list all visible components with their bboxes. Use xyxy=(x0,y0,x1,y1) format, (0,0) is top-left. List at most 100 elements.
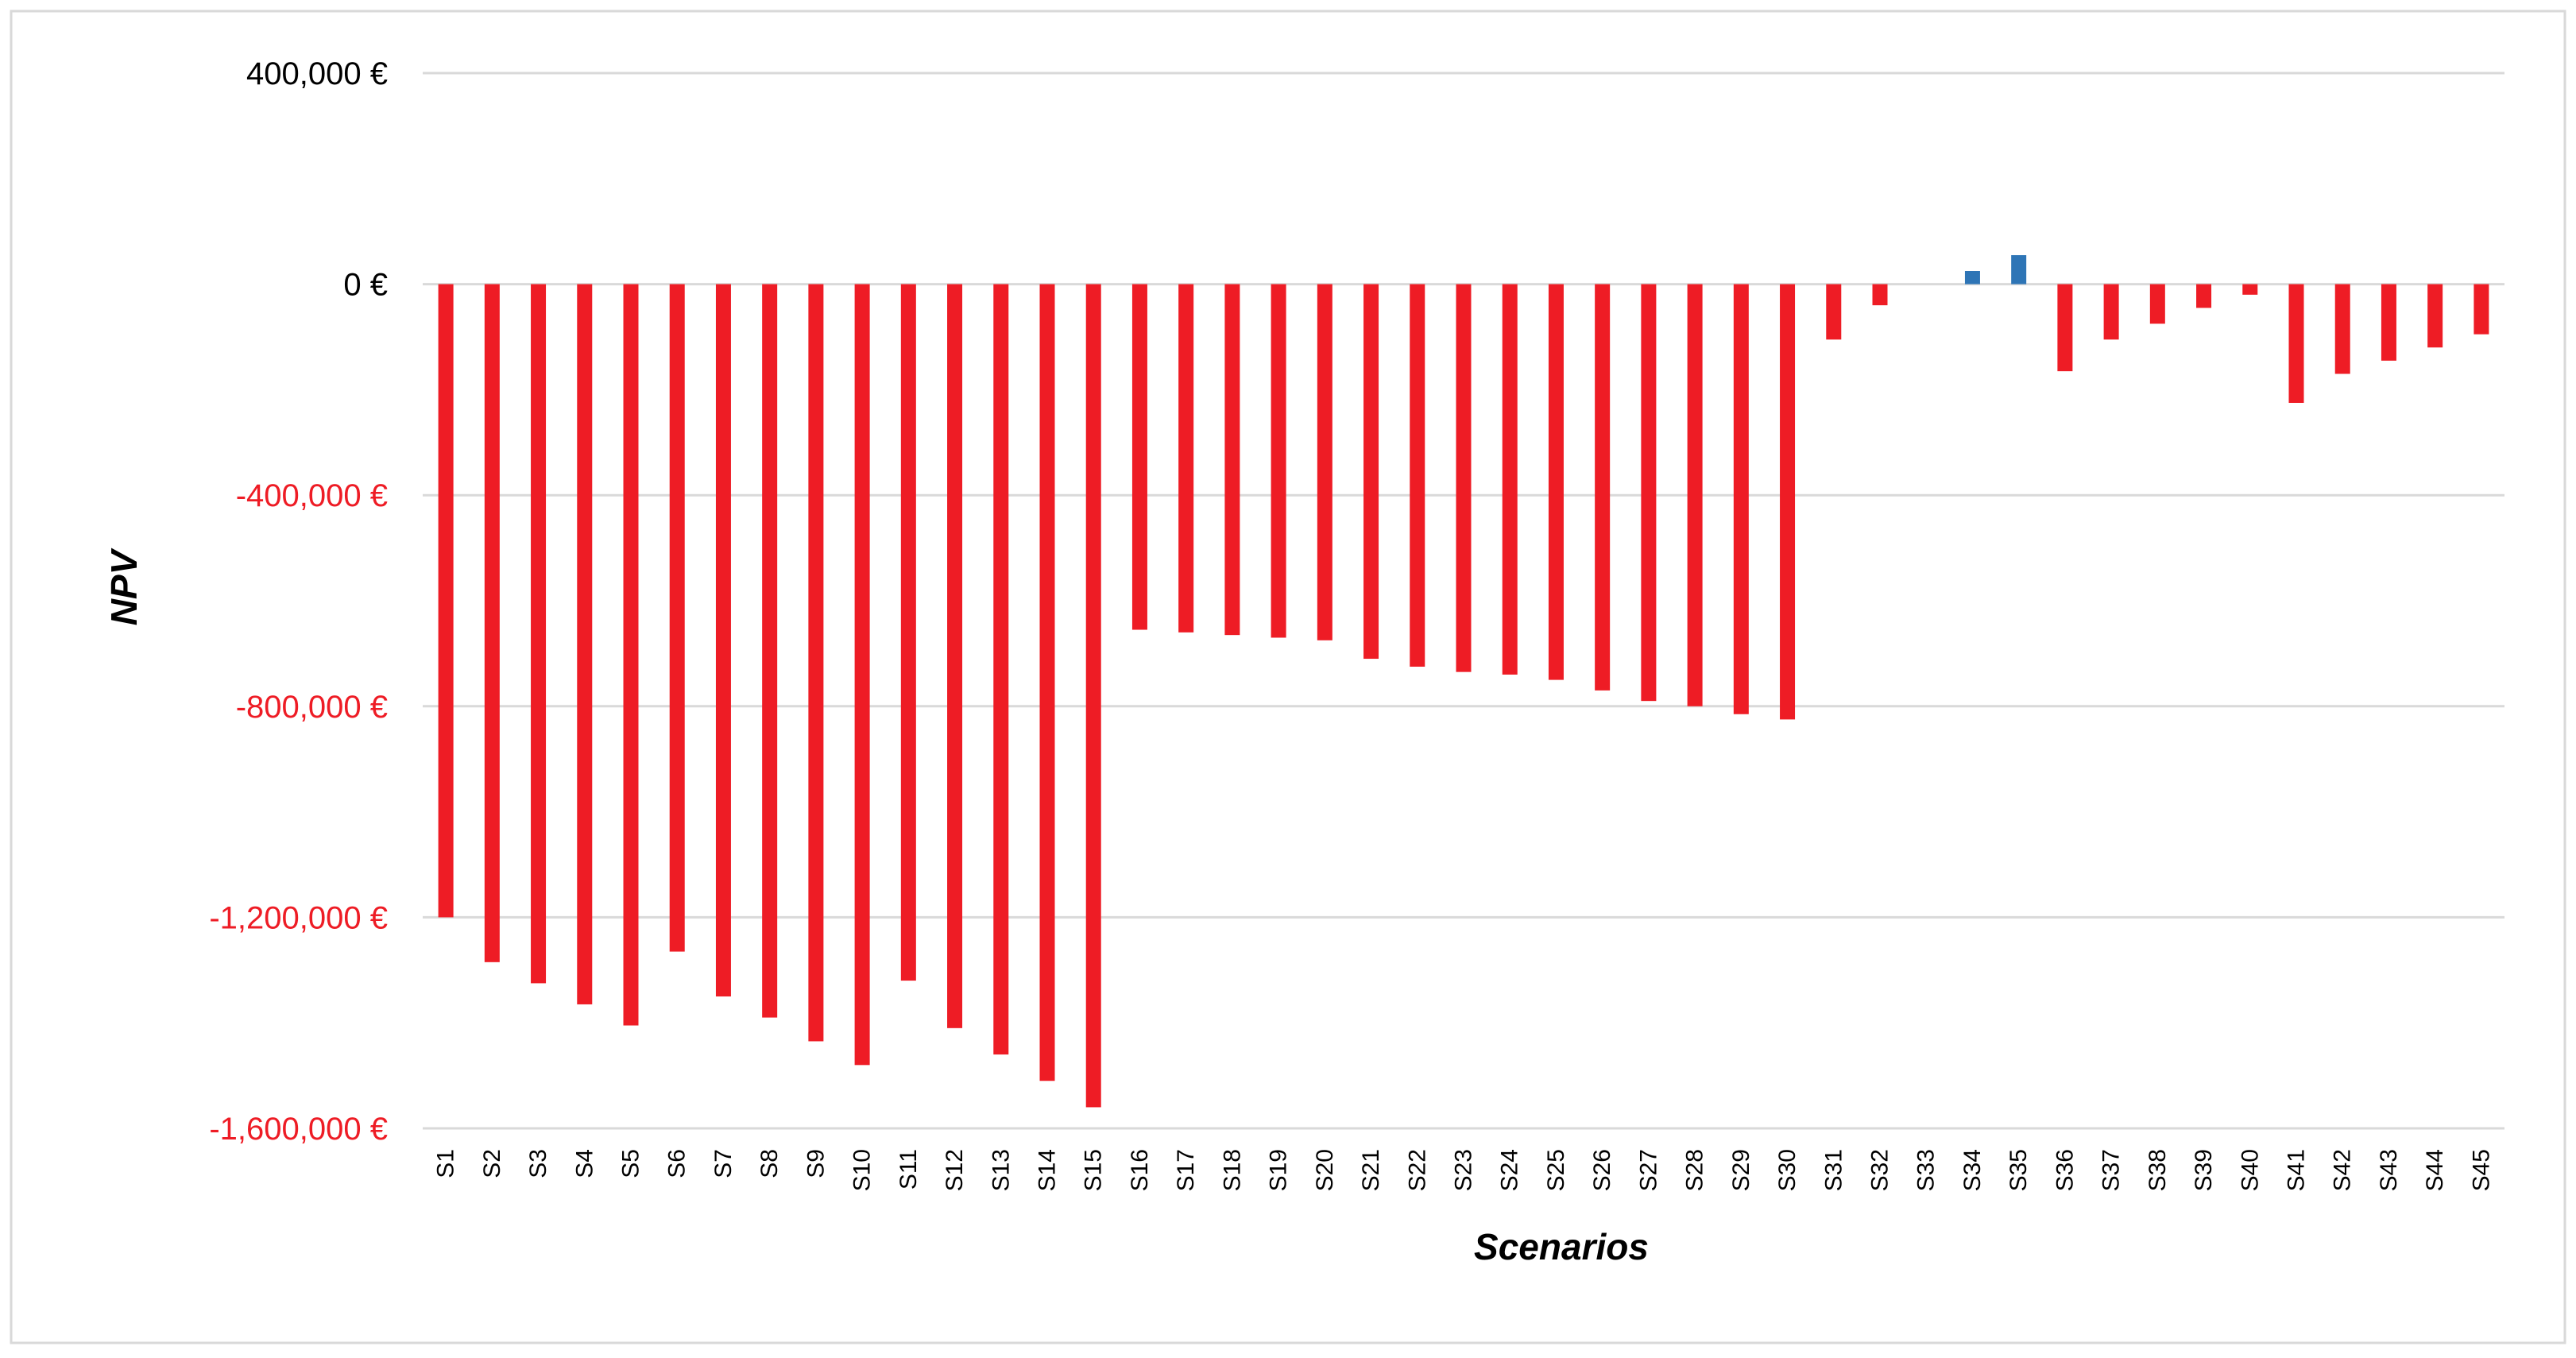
bar-s11 xyxy=(900,284,916,981)
bar-s24 xyxy=(1502,284,1518,675)
x-tick-label: S24 xyxy=(1497,1149,1523,1191)
bar-s2 xyxy=(484,284,500,962)
x-tick-label: S30 xyxy=(1774,1149,1800,1191)
x-tick-label: S14 xyxy=(1035,1149,1061,1191)
bar-s26 xyxy=(1595,284,1611,691)
bar-s40 xyxy=(2242,284,2258,295)
bar-s23 xyxy=(1456,284,1472,672)
x-tick-label: S17 xyxy=(1173,1149,1199,1191)
bar-s20 xyxy=(1317,284,1332,640)
bar-s4 xyxy=(577,284,593,1004)
x-axis-tick-labels: S1 S2 S3 S4 S5 S6 S7 S8 S9 S10 S11 S12 S13 S14 S15 S16 S… xyxy=(433,1149,2495,1191)
bar-s32 xyxy=(1872,284,1888,306)
y-tick-label: 0 € xyxy=(343,268,388,303)
x-tick-label: S18 xyxy=(1219,1149,1245,1191)
y-axis-tick-labels: 400,000 € 0 € -400,000 € -800,000 € -1,200,0… xyxy=(209,56,388,1147)
bar-s10 xyxy=(854,284,870,1066)
bar-s17 xyxy=(1178,284,1194,633)
bar-s12 xyxy=(947,284,963,1028)
x-tick-label: S37 xyxy=(2098,1149,2125,1191)
x-tick-label: S20 xyxy=(1312,1149,1338,1191)
bar-s15 xyxy=(1085,284,1101,1108)
bar-s25 xyxy=(1548,284,1564,680)
x-tick-label: S31 xyxy=(1820,1149,1847,1191)
y-axis-title: NPV xyxy=(103,547,145,625)
y-tick-label: -1,200,000 € xyxy=(209,900,388,935)
bar-s41 xyxy=(2288,284,2304,403)
bar-s16 xyxy=(1131,284,1147,630)
bar-s18 xyxy=(1224,284,1240,636)
y-tick-label: 400,000 € xyxy=(246,56,388,91)
bar-s29 xyxy=(1733,284,1749,714)
bar-s27 xyxy=(1641,284,1657,702)
bar-s38 xyxy=(2149,284,2165,324)
x-tick-label: S4 xyxy=(571,1149,598,1178)
bar-s8 xyxy=(762,284,778,1018)
x-tick-label: S38 xyxy=(2145,1149,2171,1191)
x-tick-label: S44 xyxy=(2422,1149,2448,1191)
bar-s7 xyxy=(715,284,731,997)
x-tick-label: S11 xyxy=(895,1149,922,1190)
bar-s30 xyxy=(1780,284,1796,720)
x-tick-label: S2 xyxy=(479,1149,505,1178)
x-tick-label: S34 xyxy=(1959,1149,1986,1191)
x-tick-label: S1 xyxy=(433,1149,459,1178)
bar-s34 xyxy=(1964,271,1980,284)
bar-s19 xyxy=(1271,284,1286,638)
x-tick-label: S40 xyxy=(2237,1149,2263,1191)
x-tick-label: S5 xyxy=(618,1149,644,1178)
bars xyxy=(438,255,2489,1108)
x-tick-label: S10 xyxy=(849,1149,876,1191)
bar-s45 xyxy=(2474,284,2489,335)
bar-s3 xyxy=(531,284,547,984)
x-tick-label: S22 xyxy=(1404,1149,1430,1191)
x-tick-label: S7 xyxy=(710,1149,737,1178)
bar-s9 xyxy=(808,284,824,1042)
chart-border xyxy=(10,10,2566,1344)
bar-s21 xyxy=(1363,284,1379,660)
x-tick-label: S33 xyxy=(1913,1149,1940,1191)
x-tick-label: S6 xyxy=(664,1149,690,1178)
y-tick-label: -1,600,000 € xyxy=(209,1112,388,1147)
x-tick-label: S41 xyxy=(2284,1149,2310,1191)
y-tick-label: -800,000 € xyxy=(236,690,388,725)
bar-s14 xyxy=(1039,284,1055,1081)
x-tick-label: S12 xyxy=(942,1149,968,1191)
bar-s5 xyxy=(623,284,639,1026)
bar-s22 xyxy=(1410,284,1425,667)
x-tick-label: S43 xyxy=(2376,1149,2402,1191)
bar-s35 xyxy=(2011,255,2027,284)
x-tick-label: S32 xyxy=(1867,1149,1893,1191)
bar-s36 xyxy=(2057,284,2073,372)
bar-s6 xyxy=(669,284,685,952)
x-tick-label: S25 xyxy=(1543,1149,1569,1191)
x-tick-label: S45 xyxy=(2468,1149,2494,1191)
x-tick-label: S26 xyxy=(1589,1149,1615,1191)
bar-s44 xyxy=(2427,284,2443,348)
bar-s39 xyxy=(2196,284,2212,308)
x-tick-label: S28 xyxy=(1682,1149,1708,1191)
bar-s13 xyxy=(993,284,1009,1055)
bar-s28 xyxy=(1687,284,1703,706)
x-tick-label: S27 xyxy=(1635,1149,1661,1191)
x-tick-label: S39 xyxy=(2191,1149,2217,1191)
x-tick-label: S8 xyxy=(756,1149,783,1178)
y-tick-label: -400,000 € xyxy=(236,478,388,513)
x-tick-label: S16 xyxy=(1127,1149,1153,1191)
bar-s43 xyxy=(2381,284,2396,361)
x-tick-label: S19 xyxy=(1266,1149,1292,1191)
bar-s37 xyxy=(2103,284,2119,340)
bar-s31 xyxy=(1826,284,1842,340)
x-tick-label: S13 xyxy=(988,1149,1014,1191)
x-tick-label: S35 xyxy=(2005,1149,2032,1191)
x-tick-label: S42 xyxy=(2330,1149,2356,1191)
x-tick-label: S21 xyxy=(1358,1149,1384,1191)
x-tick-label: S15 xyxy=(1081,1149,1107,1191)
x-tick-label: S29 xyxy=(1728,1149,1754,1191)
x-tick-label: S9 xyxy=(803,1149,829,1178)
x-tick-label: S3 xyxy=(525,1149,551,1178)
x-tick-label: S23 xyxy=(1451,1149,1477,1191)
bar-s42 xyxy=(2334,284,2350,374)
